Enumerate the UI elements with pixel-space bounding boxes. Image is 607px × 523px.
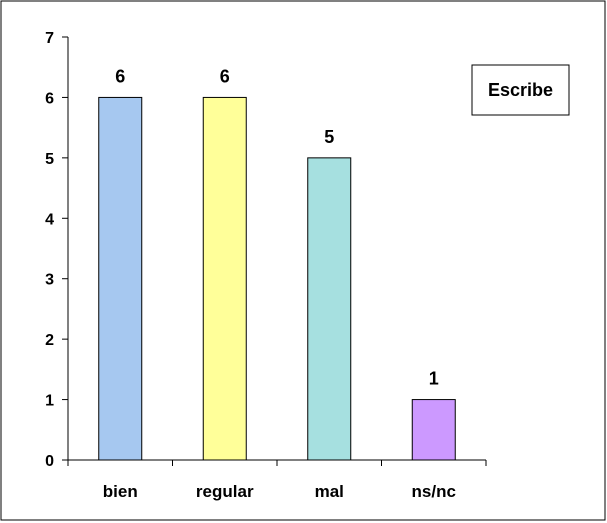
y-tick-label: 6 xyxy=(45,90,54,107)
category-label: bien xyxy=(103,482,138,501)
data-label: 5 xyxy=(324,127,334,147)
bar xyxy=(411,399,456,461)
bars: 6 6 5 1 xyxy=(98,66,456,461)
data-label: 1 xyxy=(429,369,439,389)
y-tick-label: 3 xyxy=(45,272,54,289)
y-tick-label: 1 xyxy=(45,393,54,410)
bar xyxy=(98,96,143,461)
y-tick-label: 5 xyxy=(45,151,54,168)
y-tick-label: 0 xyxy=(45,453,54,470)
legend-box xyxy=(471,64,570,116)
data-label: 6 xyxy=(115,66,125,86)
data-label: 6 xyxy=(220,66,230,86)
y-ticks: 0 1 2 3 4 5 6 7 xyxy=(45,30,68,470)
category-label: ns/nc xyxy=(412,482,456,501)
y-tick-label: 7 xyxy=(45,30,54,47)
y-tick-label: 2 xyxy=(45,332,54,349)
x-axis-labels: bien regular mal ns/nc xyxy=(67,460,487,501)
bar xyxy=(307,157,352,461)
category-label: mal xyxy=(315,482,344,501)
legend-text: Escribe xyxy=(488,80,553,100)
legend: Escribe xyxy=(471,64,570,116)
y-tick-label: 4 xyxy=(45,211,54,228)
category-label: regular xyxy=(196,482,254,501)
bar xyxy=(202,96,247,461)
